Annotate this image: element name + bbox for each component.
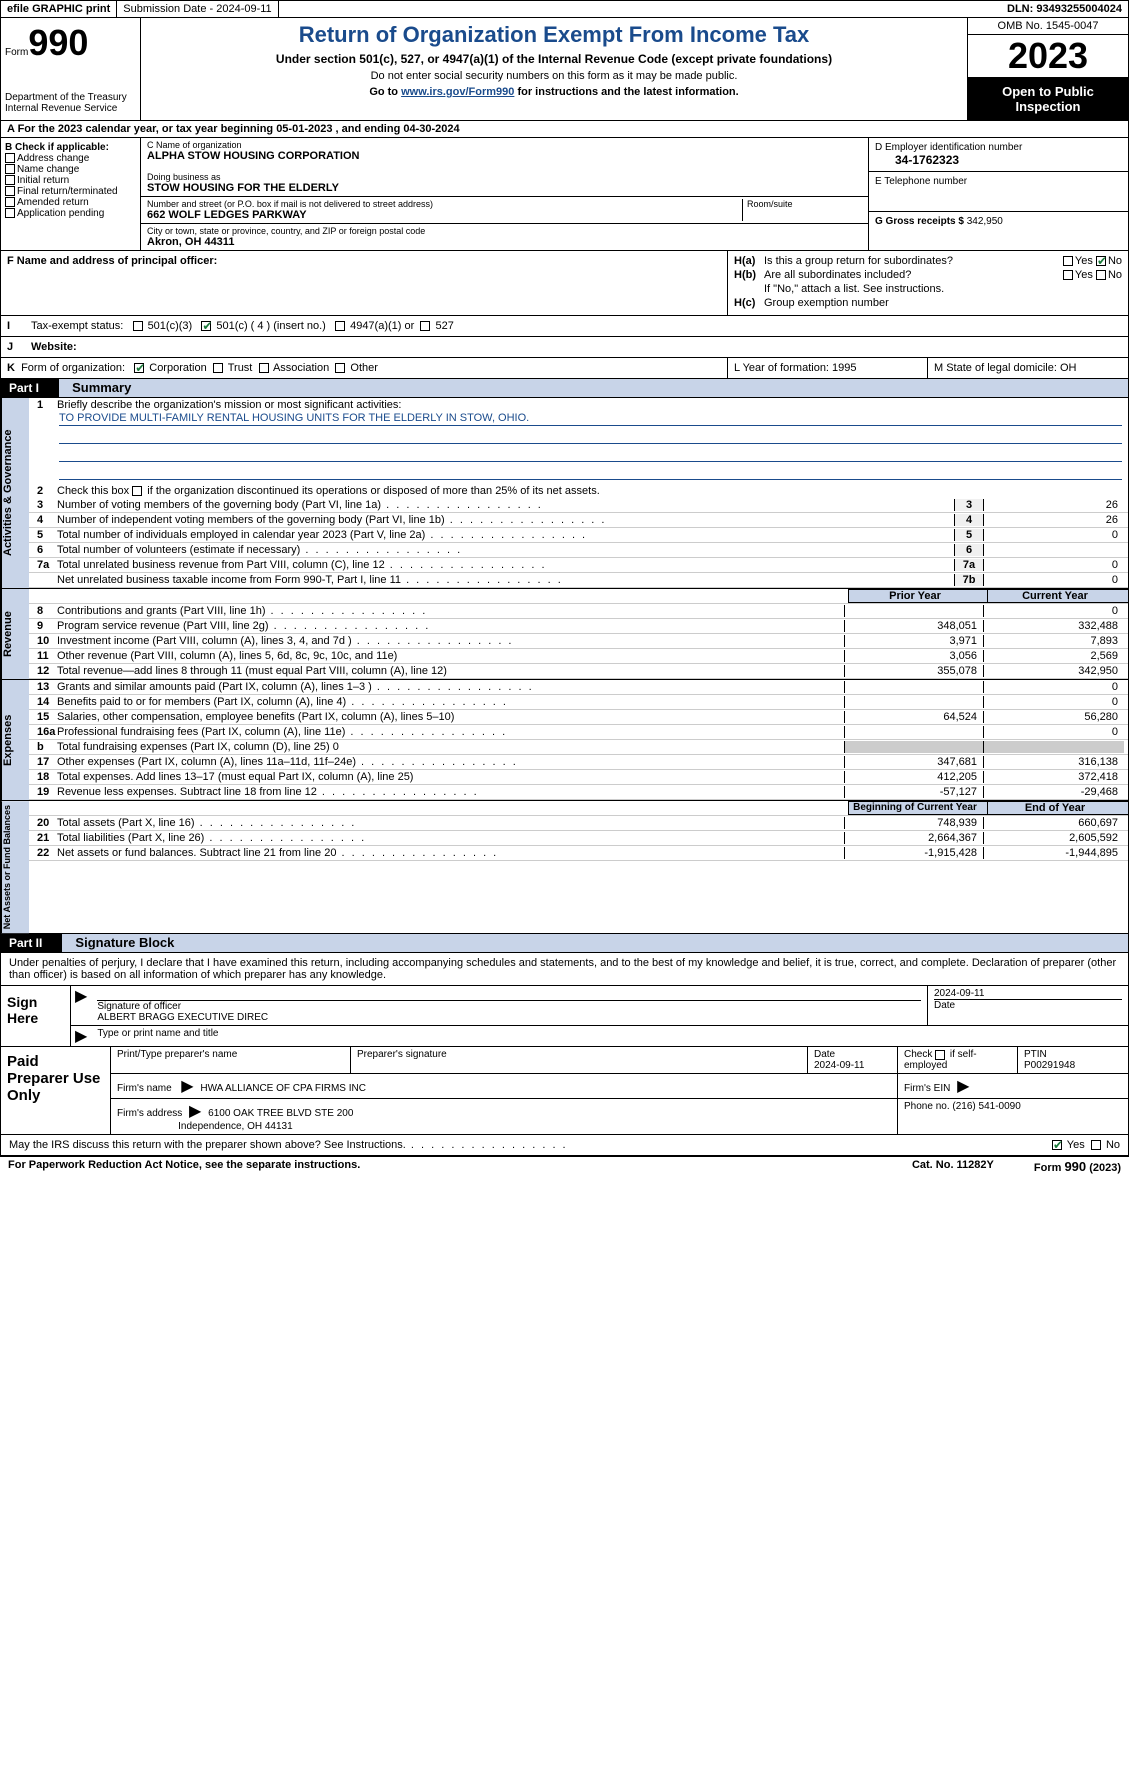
checkbox-final-return[interactable] [5, 186, 15, 196]
line4-val: 26 [984, 514, 1124, 526]
vtab-expenses: Expenses [1, 680, 29, 800]
subtitle: Under section 501(c), 527, or 4947(a)(1)… [145, 52, 963, 66]
form-word: Form [5, 47, 28, 58]
checkbox-discontinued[interactable] [132, 486, 142, 496]
irs-link[interactable]: www.irs.gov/Form990 [401, 86, 514, 98]
row-j: J Website: [0, 337, 1129, 358]
line9-c: 332,488 [984, 620, 1124, 632]
checkbox-4947[interactable] [335, 321, 345, 331]
firm-phone: (216) 541-0090 [952, 1101, 1020, 1112]
tax-year: 2023 [968, 35, 1128, 78]
checkbox-527[interactable] [420, 321, 430, 331]
checkbox-may-no[interactable] [1091, 1140, 1101, 1150]
vtab-netassets: Net Assets or Fund Balances [1, 801, 29, 933]
line3-val: 26 [984, 499, 1124, 511]
checkbox-amended[interactable] [5, 197, 15, 207]
summary-revenue: Revenue Prior YearCurrent Year 8Contribu… [0, 589, 1129, 680]
gross-receipts: 342,950 [967, 216, 1003, 227]
checkbox-other[interactable] [335, 363, 345, 373]
firm-addr1: 6100 OAK TREE BLVD STE 200 [208, 1108, 353, 1119]
checkbox-ha-yes[interactable] [1063, 256, 1073, 266]
section-a: A For the 2023 calendar year, or tax yea… [0, 121, 1129, 138]
checkbox-ha-no[interactable] [1096, 256, 1106, 266]
line12-c: 342,950 [984, 665, 1124, 677]
form-number: 990 [28, 22, 88, 63]
top-bar: efile GRAPHIC print Submission Date - 20… [0, 0, 1129, 18]
goto-line: Go to www.irs.gov/Form990 for instructio… [145, 86, 963, 98]
part2-header: Part II Signature Block [0, 934, 1129, 953]
vtab-governance: Activities & Governance [1, 398, 29, 588]
checkbox-trust[interactable] [213, 363, 223, 373]
section-b: B Check if applicable: Address change Na… [1, 138, 141, 250]
checkbox-hb-yes[interactable] [1063, 270, 1073, 280]
checkbox-assoc[interactable] [259, 363, 269, 373]
sign-date: 2024-09-11 [934, 988, 1122, 999]
checkbox-501c[interactable] [201, 321, 211, 331]
signature-intro: Under penalties of perjury, I declare th… [0, 953, 1129, 986]
arrow-icon: ▶ [71, 1026, 91, 1046]
checkbox-name-change[interactable] [5, 164, 15, 174]
state-domicile: M State of legal domicile: OH [928, 358, 1128, 378]
line6-val [984, 544, 1124, 556]
checkbox-app-pending[interactable] [5, 208, 15, 218]
firm-name: HWA ALLIANCE OF CPA FIRMS INC [200, 1083, 366, 1094]
page-footer: For Paperwork Reduction Act Notice, see … [0, 1156, 1129, 1176]
ptin: P00291948 [1024, 1060, 1075, 1071]
checkbox-initial-return[interactable] [5, 175, 15, 185]
line11-c: 2,569 [984, 650, 1124, 662]
summary-netassets: Net Assets or Fund Balances Beginning of… [0, 801, 1129, 934]
dept-treasury: Department of the Treasury Internal Reve… [5, 92, 136, 114]
year-formation: L Year of formation: 1995 [728, 358, 928, 378]
row-k-l-m: K Form of organization: Corporation Trus… [0, 358, 1129, 379]
vtab-revenue: Revenue [1, 589, 29, 679]
checkbox-may-yes[interactable] [1052, 1140, 1062, 1150]
part1-header: Part I Summary [0, 379, 1129, 398]
checkbox-501c3[interactable] [133, 321, 143, 331]
firm-addr2: Independence, OH 44131 [178, 1121, 293, 1132]
summary-expenses: Expenses 13Grants and similar amounts pa… [0, 680, 1129, 801]
street: 662 WOLF LEDGES PARKWAY [147, 209, 742, 221]
open-to-public: Open to Public Inspection [968, 78, 1128, 120]
omb-number: OMB No. 1545-0047 [968, 18, 1128, 35]
name-lbl: C Name of organization [147, 140, 862, 150]
submission-date: Submission Date - 2024-09-11 [117, 1, 278, 17]
sign-here-block: Sign Here ▶ Signature of officer ALBERT … [0, 986, 1129, 1047]
form-header: Form990 Department of the Treasury Inter… [0, 18, 1129, 121]
ein: 34-1762323 [875, 153, 1122, 167]
summary-governance: Activities & Governance 1Briefly describ… [0, 398, 1129, 589]
mission-text: TO PROVIDE MULTI-FAMILY RENTAL HOUSING U… [59, 412, 1122, 426]
row-i-j: I Tax-exempt status: 501(c)(3) 501(c) ( … [0, 316, 1129, 337]
may-discuss-row: May the IRS discuss this return with the… [0, 1135, 1129, 1156]
checkbox-self-employed[interactable] [935, 1050, 945, 1060]
line7a-val: 0 [984, 559, 1124, 571]
line8-c: 0 [984, 605, 1124, 617]
line10-c: 7,893 [984, 635, 1124, 647]
dln: DLN: 93493255004024 [1001, 1, 1128, 17]
checkbox-hb-no[interactable] [1096, 270, 1106, 280]
form-title: Return of Organization Exempt From Incom… [145, 22, 963, 48]
arrow-icon: ▶ [71, 986, 91, 1025]
entity-block: B Check if applicable: Address change Na… [0, 138, 1129, 251]
line7b-val: 0 [984, 574, 1124, 586]
line5-val: 0 [984, 529, 1124, 541]
efile-label[interactable]: efile GRAPHIC print [1, 1, 117, 17]
checkbox-corp[interactable] [134, 363, 144, 373]
dba-lbl: Doing business as [147, 172, 862, 182]
subtitle2: Do not enter social security numbers on … [145, 70, 963, 82]
city-state-zip: Akron, OH 44311 [147, 236, 862, 248]
paid-preparer-block: Paid Preparer Use Only Print/Type prepar… [0, 1047, 1129, 1135]
officer-name: ALBERT BRAGG EXECUTIVE DIREC [97, 1012, 921, 1023]
dba: STOW HOUSING FOR THE ELDERLY [147, 182, 862, 194]
checkbox-address-change[interactable] [5, 153, 15, 163]
org-name: ALPHA STOW HOUSING CORPORATION [147, 150, 862, 162]
row-f-h: F Name and address of principal officer:… [0, 251, 1129, 316]
